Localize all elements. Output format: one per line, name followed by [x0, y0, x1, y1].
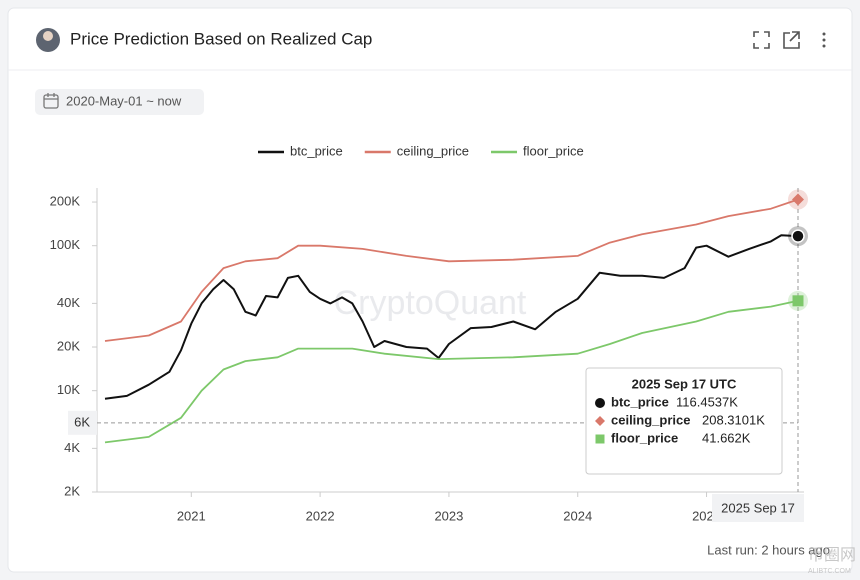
x-tick-label: 2023 — [434, 508, 463, 523]
y-tick-label: 200K — [50, 193, 81, 208]
watermark: CryptoQuant — [334, 284, 527, 322]
end-marker — [792, 295, 804, 307]
expand-icon[interactable] — [753, 31, 770, 49]
tooltip-value: 41.662K — [702, 430, 751, 445]
crosshair-x-box — [712, 494, 804, 522]
card-title: Price Prediction Based on Realized Cap — [70, 29, 372, 48]
calendar-icon — [43, 93, 59, 109]
last-run: Last run: 2 hours ago — [707, 542, 830, 557]
line-floor_price — [104, 299, 799, 444]
tooltip-value: 116.4537K — [676, 394, 738, 409]
date-range: 2020-May-01 ~ now — [66, 93, 182, 108]
tooltip-box — [585, 367, 783, 475]
line-ceiling_price — [104, 198, 799, 342]
x-tick-label: 2021 — [177, 508, 206, 523]
tooltip-title: 2025 Sep 17 UTC — [632, 376, 737, 391]
y-tick-label: 4K — [64, 440, 80, 455]
open-icon[interactable] — [783, 31, 800, 49]
avatar-face — [43, 31, 53, 41]
site-watermark: 币圈网 — [808, 546, 856, 564]
crosshair-x-label: 2025 Sep 17 — [721, 500, 795, 515]
tooltip-swatch — [595, 416, 605, 426]
line-btc_price — [104, 234, 799, 400]
tooltip-name: btc_price — [611, 394, 669, 409]
y-tick-label: 20K — [57, 338, 80, 353]
tooltip-name: ceiling_price — [611, 412, 690, 427]
end-marker — [791, 229, 805, 243]
tooltip: 2025 Sep 17 UTC btc_price 116.4537K ceiling… — [585, 367, 783, 475]
menu-icon[interactable] — [822, 32, 826, 48]
y-tick-label: 40K — [57, 295, 80, 310]
end-marker — [792, 193, 804, 206]
crosshair-y-box — [68, 410, 97, 435]
legend-label: ceiling_price — [397, 143, 469, 158]
legend-label: floor_price — [523, 143, 584, 158]
crosshair-y-label: 6K — [74, 414, 90, 429]
tooltip-name: floor_price — [611, 430, 678, 445]
tooltip-swatch — [595, 398, 605, 408]
date-chip[interactable] — [35, 89, 204, 115]
x-tick-label: 2024 — [563, 508, 592, 523]
tooltip-value: 208.3101K — [702, 412, 765, 427]
site-watermark-sub: ALIBTC.COM — [808, 568, 851, 575]
y-tick-label: 100K — [50, 237, 81, 252]
y-tick-label: 2K — [64, 483, 80, 498]
legend-label: btc_price — [290, 143, 343, 158]
tooltip-swatch — [595, 434, 605, 444]
y-tick-label: 10K — [57, 382, 80, 397]
x-tick-label: 2022 — [306, 508, 335, 523]
